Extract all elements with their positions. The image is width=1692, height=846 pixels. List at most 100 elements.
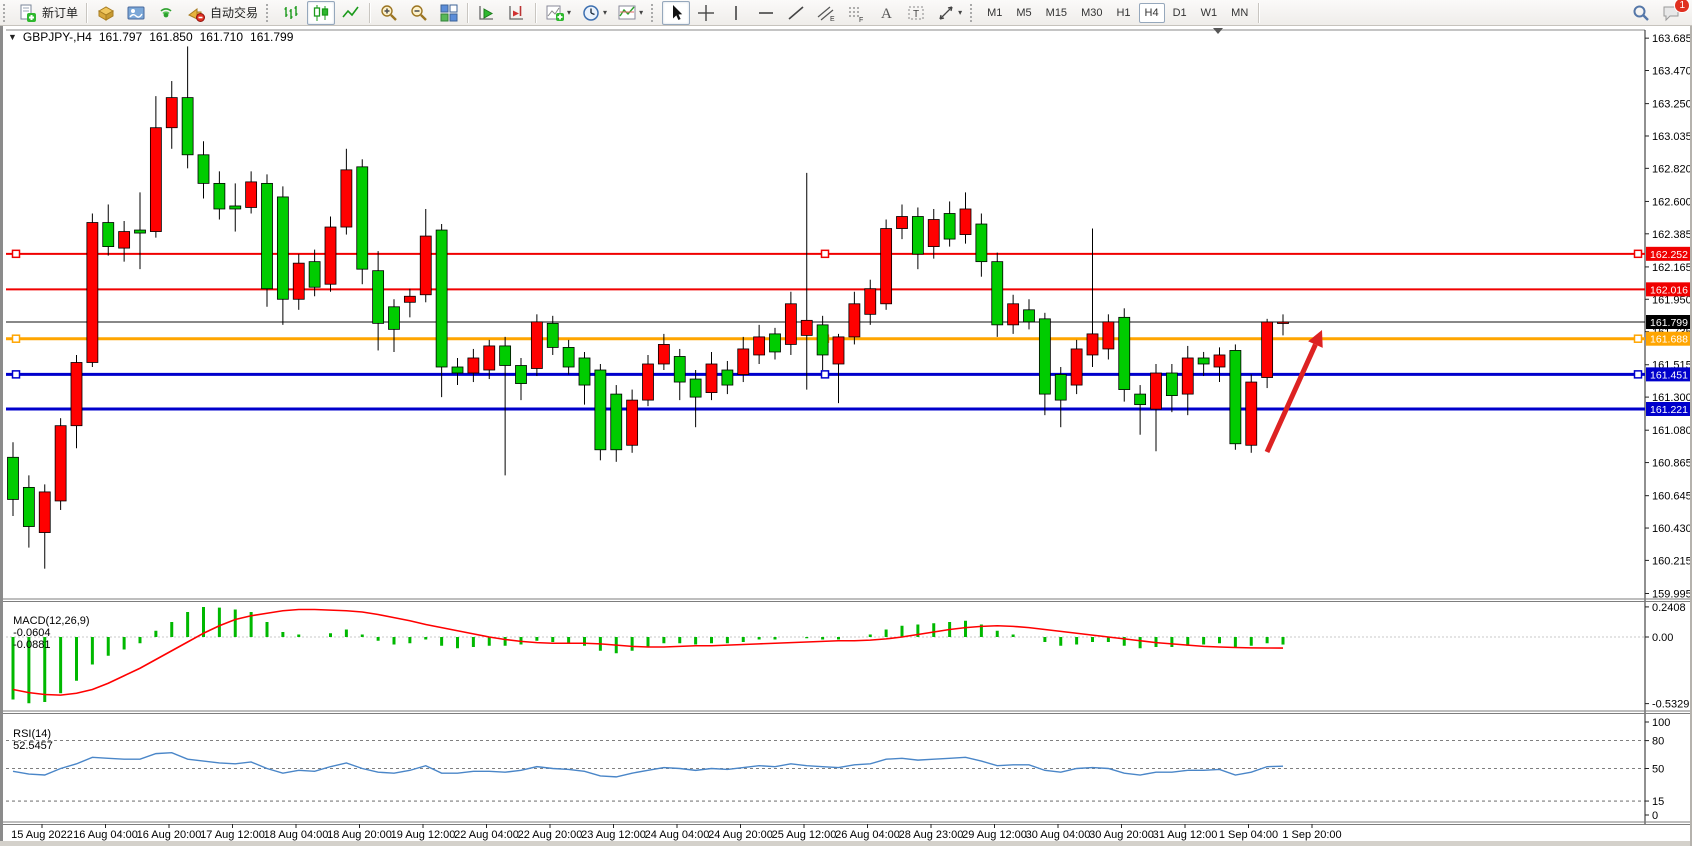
templates-caret-icon[interactable]: ▾ xyxy=(639,8,644,17)
text-label-icon: T xyxy=(906,3,926,23)
rsi-tick-label: 15 xyxy=(1652,796,1664,808)
candlestick-chart-icon[interactable] xyxy=(307,0,336,25)
price-tick-label: 159.995 xyxy=(1652,589,1692,601)
candle xyxy=(1134,393,1147,406)
macd-tick-label: 0.2408 xyxy=(1652,602,1686,614)
price-badge xyxy=(1646,331,1692,346)
chart-shift-marker-icon[interactable] xyxy=(1213,28,1223,34)
timeframe-w1-button[interactable]: W1 xyxy=(1200,6,1218,19)
rsi-tick-label: 50 xyxy=(1652,764,1664,776)
candle xyxy=(943,213,956,240)
toolbar: 新订单 自动交易 ▾ ▾ ▾ E F A T ▾ M1 M5 M15 M30 H1 H4 D1 W1 MN 1 xyxy=(0,0,1692,26)
line-handle[interactable] xyxy=(11,370,21,379)
toolbar-separator xyxy=(86,2,89,23)
timeframe-m30-button[interactable]: M30 xyxy=(1081,6,1103,19)
candle xyxy=(1277,321,1289,324)
bar-chart-icon xyxy=(281,3,301,23)
timeframe-m1-button[interactable]: M1 xyxy=(987,6,1003,19)
chat-button[interactable]: 1 xyxy=(1657,0,1690,25)
trendline-icon xyxy=(786,3,806,23)
candle xyxy=(705,363,718,393)
time-tick-label: 19 Aug 12:00 xyxy=(391,829,456,841)
horizontal-line-icon[interactable] xyxy=(752,1,780,25)
candle xyxy=(22,486,35,527)
collapse-triangle-icon[interactable]: ▼ xyxy=(8,32,17,42)
navigator-icon[interactable] xyxy=(152,1,180,25)
auto-scroll-icon[interactable] xyxy=(473,1,501,25)
time-tick-label: 15 Aug 2022 xyxy=(11,829,73,841)
candle xyxy=(975,223,988,263)
zoom-out-icon[interactable] xyxy=(405,1,433,25)
price-badge xyxy=(1646,246,1692,261)
line-handle[interactable] xyxy=(11,334,21,343)
time-tick-label: 16 Aug 04:00 xyxy=(73,829,138,841)
text-label-icon[interactable]: T xyxy=(902,1,930,25)
price-tick-label: 163.250 xyxy=(1652,99,1692,111)
new-order-button[interactable]: 新订单 xyxy=(14,1,82,25)
trendline-icon[interactable] xyxy=(782,1,810,25)
candle xyxy=(1070,348,1083,386)
toolbar-separator xyxy=(1258,2,1261,23)
line-handle[interactable] xyxy=(1633,334,1643,343)
time-tick-label: 31 Aug 12:00 xyxy=(1153,829,1218,841)
chart-background xyxy=(3,27,1689,843)
line-handle[interactable] xyxy=(820,249,830,259)
candle xyxy=(483,345,496,371)
crosshair-icon[interactable] xyxy=(692,1,720,25)
arrows-icon[interactable]: ▾ xyxy=(932,1,966,25)
autotrading-button[interactable]: 自动交易 xyxy=(182,1,262,25)
market-watch-icon[interactable] xyxy=(92,1,120,25)
candle xyxy=(38,491,51,533)
vertical-line-icon[interactable] xyxy=(722,1,750,25)
periods-icon xyxy=(581,3,601,23)
timeframe-h1-button[interactable]: H1 xyxy=(1116,6,1131,19)
price-badge-label: 161.799 xyxy=(1650,317,1688,329)
search-button[interactable] xyxy=(1627,1,1655,25)
candle xyxy=(530,321,543,369)
trend-arrow-shaft[interactable] xyxy=(1264,343,1318,454)
bar-chart-icon[interactable] xyxy=(277,1,305,25)
trend-arrow-head[interactable] xyxy=(1308,330,1323,348)
zoom-in-icon[interactable] xyxy=(375,1,403,25)
equidistant-channel-icon: E xyxy=(816,3,836,23)
indicators-icon[interactable]: ▾ xyxy=(541,1,575,25)
chart-shift-icon[interactable] xyxy=(503,1,531,25)
timeframe-m5-button[interactable]: M5 xyxy=(1016,6,1032,19)
indicators-caret-icon[interactable]: ▾ xyxy=(567,8,572,17)
chart-open: 161.797 xyxy=(98,30,143,44)
timeframe-mn-button[interactable]: MN xyxy=(1231,6,1249,19)
candle xyxy=(1118,316,1131,390)
candle xyxy=(181,97,194,156)
new-order-label: 新订单 xyxy=(42,6,79,20)
data-window-icon[interactable] xyxy=(122,1,150,25)
text-icon[interactable]: A xyxy=(872,1,900,25)
candle xyxy=(816,324,829,356)
timeframe-d1-button[interactable]: D1 xyxy=(1172,6,1187,19)
candle xyxy=(610,393,623,451)
line-handle[interactable] xyxy=(11,249,21,259)
candle xyxy=(276,196,289,300)
line-handle[interactable] xyxy=(1633,249,1643,259)
price-tick-label: 160.865 xyxy=(1652,458,1692,470)
candle xyxy=(959,208,972,235)
equidistant-channel-icon[interactable]: E xyxy=(812,1,840,25)
timeframe-h4-button[interactable]: H4 xyxy=(1138,2,1165,23)
rsi-tick-label: 0 xyxy=(1652,810,1658,822)
line-chart-icon[interactable] xyxy=(337,1,365,25)
periods-icon[interactable]: ▾ xyxy=(577,1,611,25)
arrows-caret-icon[interactable]: ▾ xyxy=(958,8,963,17)
time-tick-label: 18 Aug 04:00 xyxy=(264,829,329,841)
price-tick-label: 162.600 xyxy=(1652,196,1692,208)
timeframe-m15-button[interactable]: M15 xyxy=(1045,6,1068,19)
cursor-icon[interactable] xyxy=(662,0,691,25)
line-handle[interactable] xyxy=(1633,370,1643,379)
svg-text:A: A xyxy=(881,6,892,22)
templates-icon[interactable]: ▾ xyxy=(613,1,647,25)
tile-windows-icon[interactable] xyxy=(435,1,463,25)
toolbar-grip xyxy=(3,3,10,22)
fibonacci-icon[interactable]: F xyxy=(842,1,870,25)
crosshair-icon xyxy=(696,3,716,23)
candle xyxy=(753,336,766,356)
periods-caret-icon[interactable]: ▾ xyxy=(603,8,608,17)
line-handle[interactable] xyxy=(820,370,830,379)
